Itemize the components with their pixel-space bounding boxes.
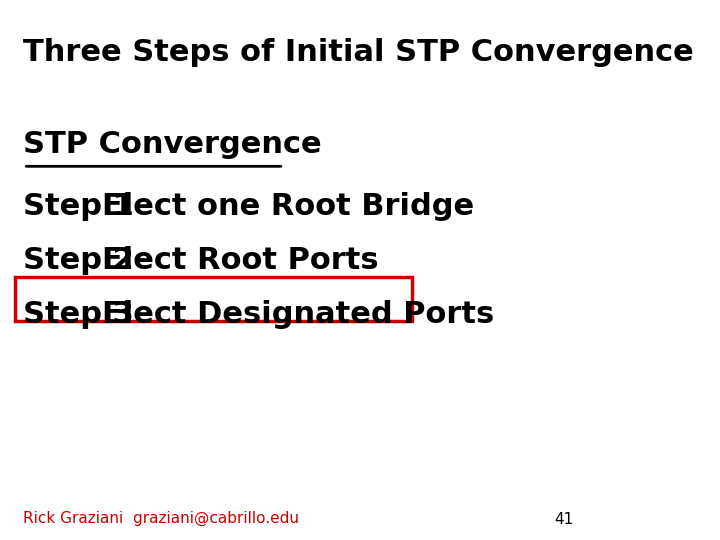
Text: Elect one Root Bridge: Elect one Root Bridge bbox=[102, 192, 474, 221]
Text: STP Convergence: STP Convergence bbox=[23, 130, 322, 159]
Text: 41: 41 bbox=[554, 511, 573, 526]
Text: Step 2: Step 2 bbox=[23, 246, 134, 275]
Text: Step 3: Step 3 bbox=[23, 300, 134, 329]
Text: Step 1: Step 1 bbox=[23, 192, 134, 221]
Text: Elect Designated Ports: Elect Designated Ports bbox=[102, 300, 495, 329]
Text: Elect Root Ports: Elect Root Ports bbox=[102, 246, 379, 275]
Text: Three Steps of Initial STP Convergence: Three Steps of Initial STP Convergence bbox=[23, 38, 694, 67]
Text: Rick Graziani  graziani@cabrillo.edu: Rick Graziani graziani@cabrillo.edu bbox=[23, 511, 300, 526]
